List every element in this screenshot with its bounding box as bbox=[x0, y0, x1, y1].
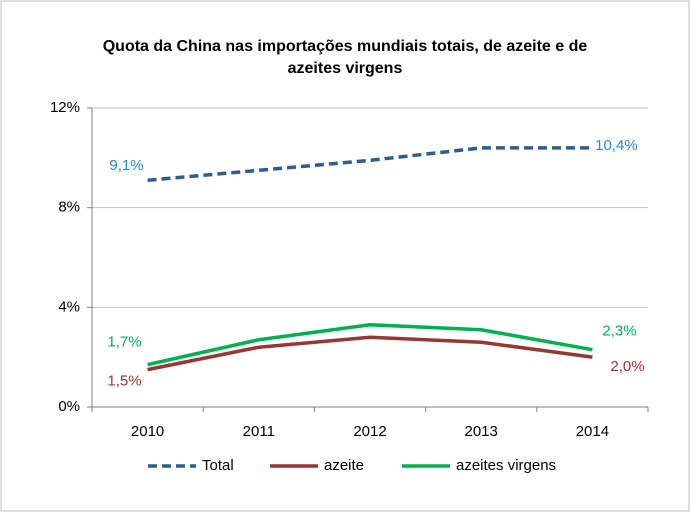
y-tick-label: 0% bbox=[58, 398, 80, 415]
x-tick-label: 2011 bbox=[243, 423, 275, 440]
y-tick-label: 8% bbox=[58, 199, 80, 216]
line-series bbox=[147, 323, 593, 367]
data-label: 2,0% bbox=[610, 358, 644, 375]
chart-title: Quota da China nas importações mundiais … bbox=[103, 38, 588, 55]
y-tick-label: 4% bbox=[58, 298, 80, 315]
legend-label: azeites virgens bbox=[456, 457, 556, 474]
line-series bbox=[147, 335, 593, 372]
data-label: 1,7% bbox=[107, 334, 141, 351]
data-label: 1,5% bbox=[107, 373, 141, 390]
x-tick-label: 2012 bbox=[353, 423, 386, 440]
chart-title: azeites virgens bbox=[288, 60, 403, 77]
data-label: 9,1% bbox=[109, 157, 143, 174]
y-tick-label: 12% bbox=[50, 99, 80, 116]
x-tick-label: 2010 bbox=[131, 423, 164, 440]
data-label: 10,4% bbox=[595, 137, 638, 154]
data-label: 2,3% bbox=[602, 323, 636, 340]
line-series bbox=[147, 146, 593, 183]
legend-label: Total bbox=[202, 457, 234, 474]
x-tick-label: 2014 bbox=[576, 423, 609, 440]
x-tick-label: 2013 bbox=[465, 423, 498, 440]
legend-label: azeite bbox=[324, 457, 364, 474]
